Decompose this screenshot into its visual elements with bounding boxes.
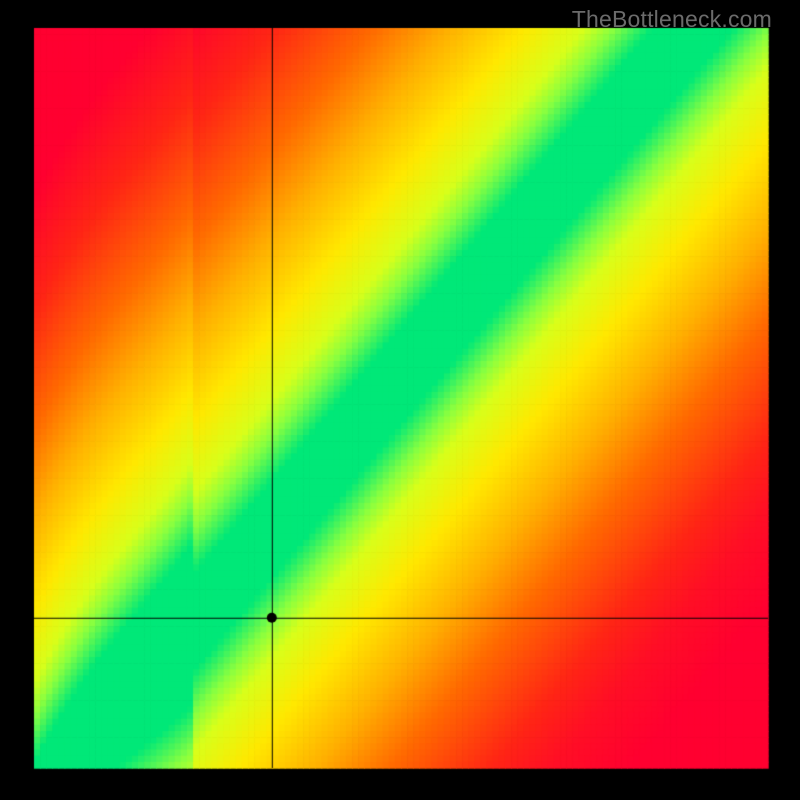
watermark-text: TheBottleneck.com bbox=[572, 6, 772, 33]
chart-root: TheBottleneck.com bbox=[0, 0, 800, 800]
bottleneck-heatmap bbox=[0, 0, 800, 800]
